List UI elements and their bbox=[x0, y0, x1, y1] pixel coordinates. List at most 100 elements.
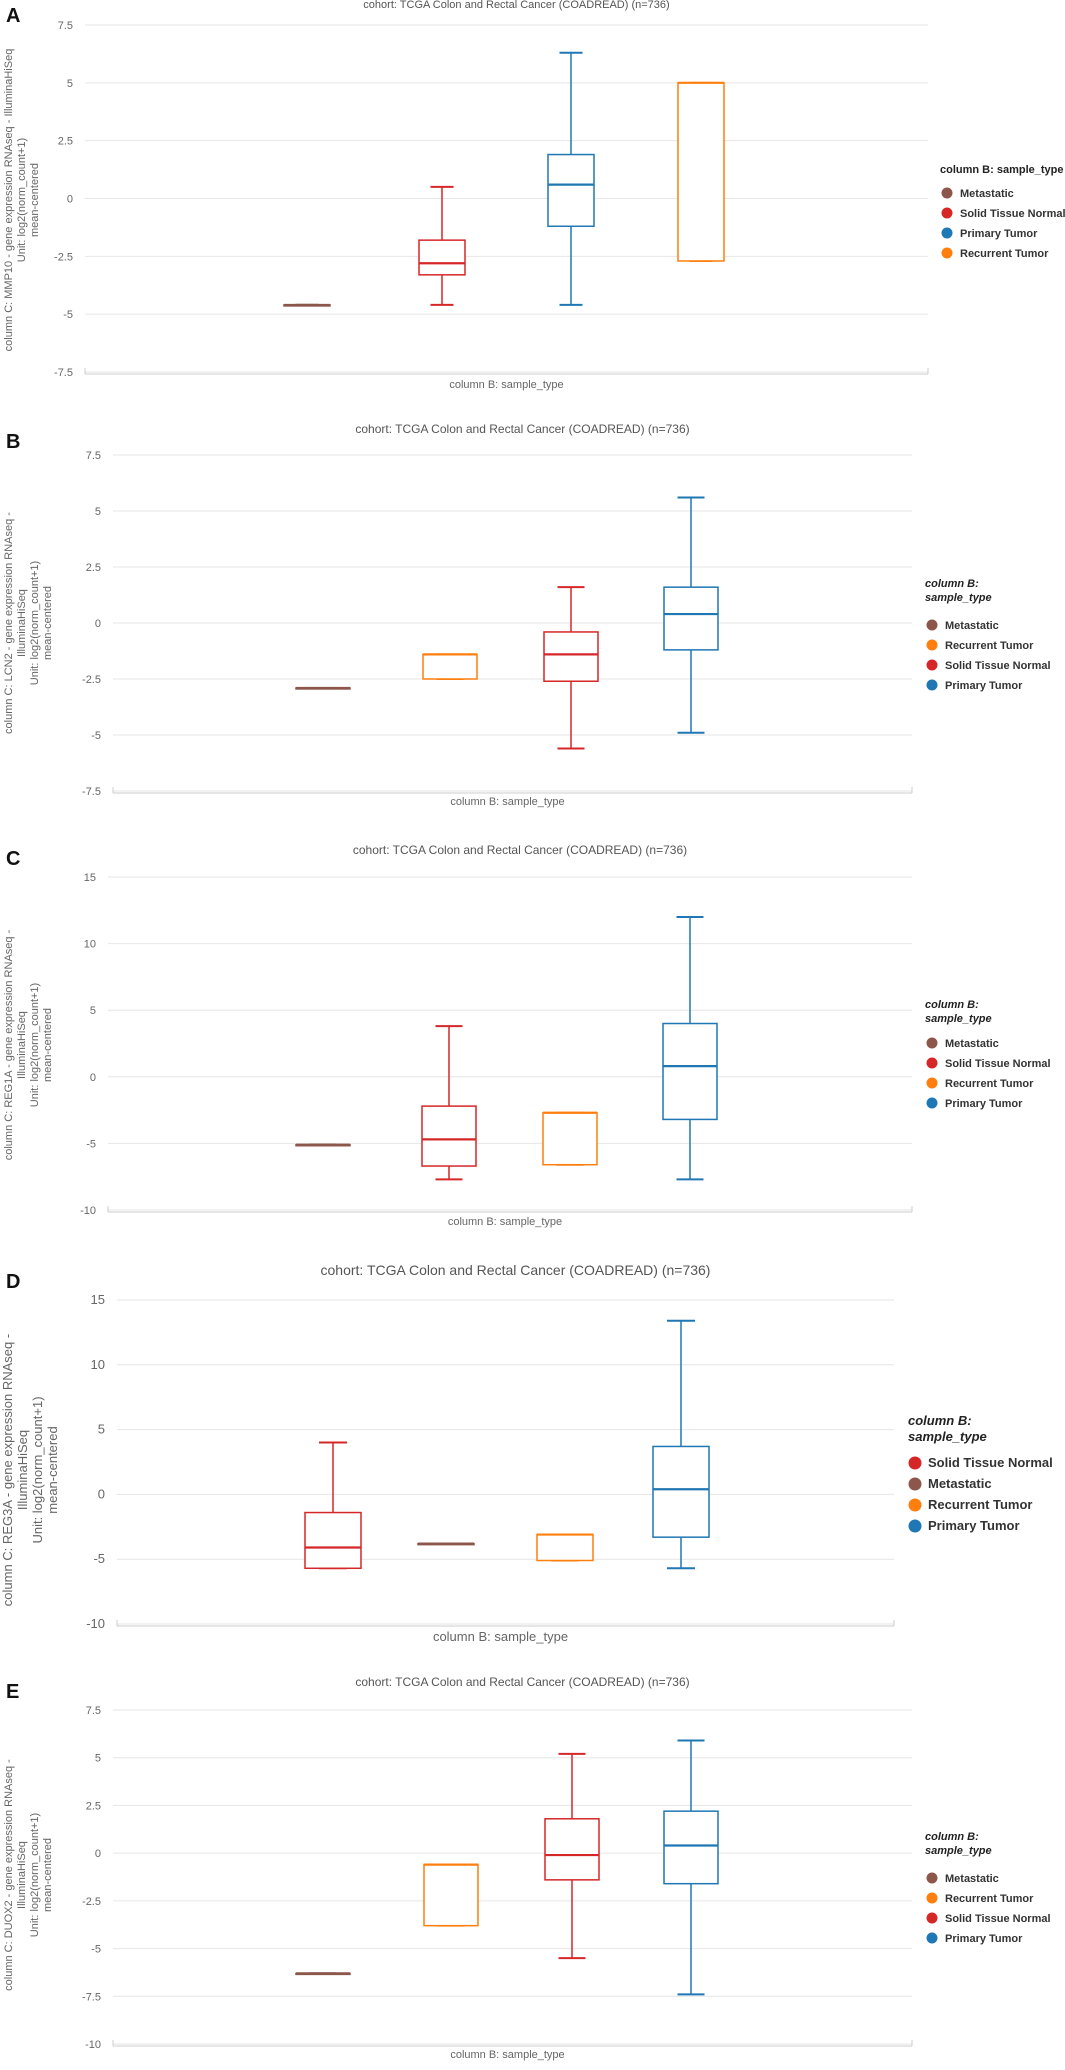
legend-label: Solid Tissue Normal bbox=[960, 208, 1065, 220]
legend-item[interactable]: Solid Tissue Normal bbox=[927, 1913, 1051, 1926]
y-tick-label: 15 bbox=[84, 872, 96, 884]
y-tick-label: -7.5 bbox=[82, 1991, 101, 2003]
y-tick-label: -5 bbox=[91, 730, 101, 742]
legend-item[interactable]: Solid Tissue Normal bbox=[909, 1455, 1053, 1470]
legend-item[interactable]: Primary Tumor bbox=[942, 228, 1039, 241]
legend-title: sample_type bbox=[925, 592, 992, 604]
legend-label: Metastatic bbox=[960, 188, 1014, 200]
legend-label: Primary Tumor bbox=[960, 228, 1038, 240]
legend-swatch bbox=[942, 188, 953, 199]
panel-letter: B bbox=[6, 431, 20, 453]
legend-item[interactable]: Recurrent Tumor bbox=[927, 640, 1035, 653]
y-tick-label: 7.5 bbox=[58, 20, 73, 32]
chart-title: cohort: TCGA Colon and Rectal Cancer (CO… bbox=[355, 422, 689, 436]
y-tick-label: -10 bbox=[85, 2039, 101, 2051]
legend-label: Solid Tissue Normal bbox=[928, 1455, 1053, 1470]
y-tick-label: 0 bbox=[95, 1848, 101, 1860]
panel-letter: C bbox=[6, 848, 20, 870]
legend: column B:sample_typeMetastaticRecurrent … bbox=[925, 1831, 1051, 1945]
y-tick-label: 5 bbox=[98, 1422, 105, 1437]
legend-label: Solid Tissue Normal bbox=[945, 1058, 1051, 1070]
y-tick-label: 10 bbox=[84, 939, 96, 951]
y-axis-label: column C: DUOX2 - gene expression RNAseq… bbox=[3, 1759, 15, 1991]
legend-item[interactable]: Primary Tumor bbox=[909, 1518, 1020, 1533]
legend-item[interactable]: Metastatic bbox=[927, 1873, 999, 1886]
legend-swatch bbox=[927, 1038, 938, 1049]
y-tick-label: -5 bbox=[86, 1138, 96, 1150]
legend-swatch bbox=[927, 1058, 938, 1069]
y-axis-label: Unit: log2(norm_count+1) bbox=[16, 138, 28, 262]
x-axis-label: column B: sample_type bbox=[450, 796, 564, 808]
panel-letter: D bbox=[6, 1271, 20, 1293]
y-tick-label: 5 bbox=[95, 506, 101, 518]
y-tick-label: 0 bbox=[95, 618, 101, 630]
legend-title: column B: bbox=[925, 999, 979, 1011]
legend-swatch bbox=[927, 640, 938, 651]
legend-item[interactable]: Metastatic bbox=[909, 1476, 992, 1491]
box-iqr bbox=[419, 240, 465, 275]
legend-swatch bbox=[927, 660, 938, 671]
x-axis-label: column B: sample_type bbox=[433, 1629, 568, 1644]
legend-item[interactable]: Recurrent Tumor bbox=[909, 1497, 1033, 1512]
box-recurrent-tumor bbox=[424, 1865, 478, 1926]
y-axis-label: Unit: log2(norm_count+1) bbox=[29, 983, 41, 1107]
legend-swatch bbox=[927, 1913, 938, 1924]
legend-title: sample_type bbox=[925, 1845, 992, 1857]
legend-swatch bbox=[909, 1457, 922, 1470]
box-metastatic bbox=[296, 688, 350, 689]
legend-item[interactable]: Metastatic bbox=[927, 620, 999, 633]
legend-label: Recurrent Tumor bbox=[945, 1893, 1034, 1905]
legend-label: Primary Tumor bbox=[945, 1098, 1023, 1110]
box-primary-tumor bbox=[664, 1741, 718, 1995]
y-axis-label: Unit: log2(norm_count+1) bbox=[29, 561, 41, 685]
legend-swatch bbox=[942, 208, 953, 219]
box-primary-tumor bbox=[548, 53, 594, 305]
box-solid-tissue-normal bbox=[545, 1754, 599, 1958]
legend-item[interactable]: Primary Tumor bbox=[927, 1933, 1024, 1946]
legend-label: Solid Tissue Normal bbox=[945, 660, 1051, 672]
legend-item[interactable]: Recurrent Tumor bbox=[927, 1078, 1035, 1091]
x-axis-label: column B: sample_type bbox=[448, 1216, 562, 1228]
legend-label: Primary Tumor bbox=[928, 1518, 1020, 1533]
box-metastatic bbox=[418, 1544, 474, 1545]
y-tick-label: -5 bbox=[91, 1944, 101, 1956]
x-axis-label: column B: sample_type bbox=[449, 379, 563, 391]
legend-item[interactable]: Metastatic bbox=[927, 1038, 999, 1051]
legend-swatch bbox=[927, 1078, 938, 1089]
box-metastatic bbox=[296, 1973, 350, 1974]
y-tick-label: -7.5 bbox=[82, 786, 101, 798]
y-tick-label: 15 bbox=[91, 1292, 105, 1307]
legend-label: Primary Tumor bbox=[945, 680, 1023, 692]
y-tick-label: -2.5 bbox=[82, 674, 101, 686]
y-axis-label: mean-centered bbox=[42, 1838, 54, 1912]
y-axis-label: column C: MMP10 - gene expression RNAseq… bbox=[3, 49, 15, 352]
legend-item[interactable]: Primary Tumor bbox=[927, 1098, 1024, 1111]
legend-title: sample_type bbox=[908, 1429, 987, 1444]
legend-label: Primary Tumor bbox=[945, 1933, 1023, 1945]
box-iqr bbox=[548, 155, 594, 227]
box-iqr bbox=[423, 654, 477, 679]
y-tick-label: -7.5 bbox=[54, 367, 73, 379]
chart-title: cohort: TCGA Colon and Rectal Cancer (CO… bbox=[321, 1262, 711, 1278]
y-tick-label: 10 bbox=[91, 1357, 105, 1372]
legend-item[interactable]: Recurrent Tumor bbox=[942, 248, 1050, 261]
y-tick-label: 5 bbox=[67, 78, 73, 90]
box-solid-tissue-normal bbox=[544, 587, 598, 748]
y-tick-label: 2.5 bbox=[86, 1800, 101, 1812]
chart-title: cohort: TCGA Colon and Rectal Cancer (CO… bbox=[363, 0, 669, 11]
legend-item[interactable]: Solid Tissue Normal bbox=[927, 660, 1051, 673]
legend: column B:sample_typeMetastaticRecurrent … bbox=[925, 578, 1051, 692]
box-iqr bbox=[664, 587, 718, 650]
legend-title: column B: sample_type bbox=[940, 164, 1063, 176]
y-tick-label: 0 bbox=[90, 1072, 96, 1084]
legend-item[interactable]: Solid Tissue Normal bbox=[927, 1058, 1051, 1071]
legend-item[interactable]: Solid Tissue Normal bbox=[942, 208, 1065, 221]
legend-item[interactable]: Recurrent Tumor bbox=[927, 1893, 1035, 1906]
legend-item[interactable]: Primary Tumor bbox=[927, 680, 1024, 693]
legend-item[interactable]: Metastatic bbox=[942, 188, 1014, 201]
